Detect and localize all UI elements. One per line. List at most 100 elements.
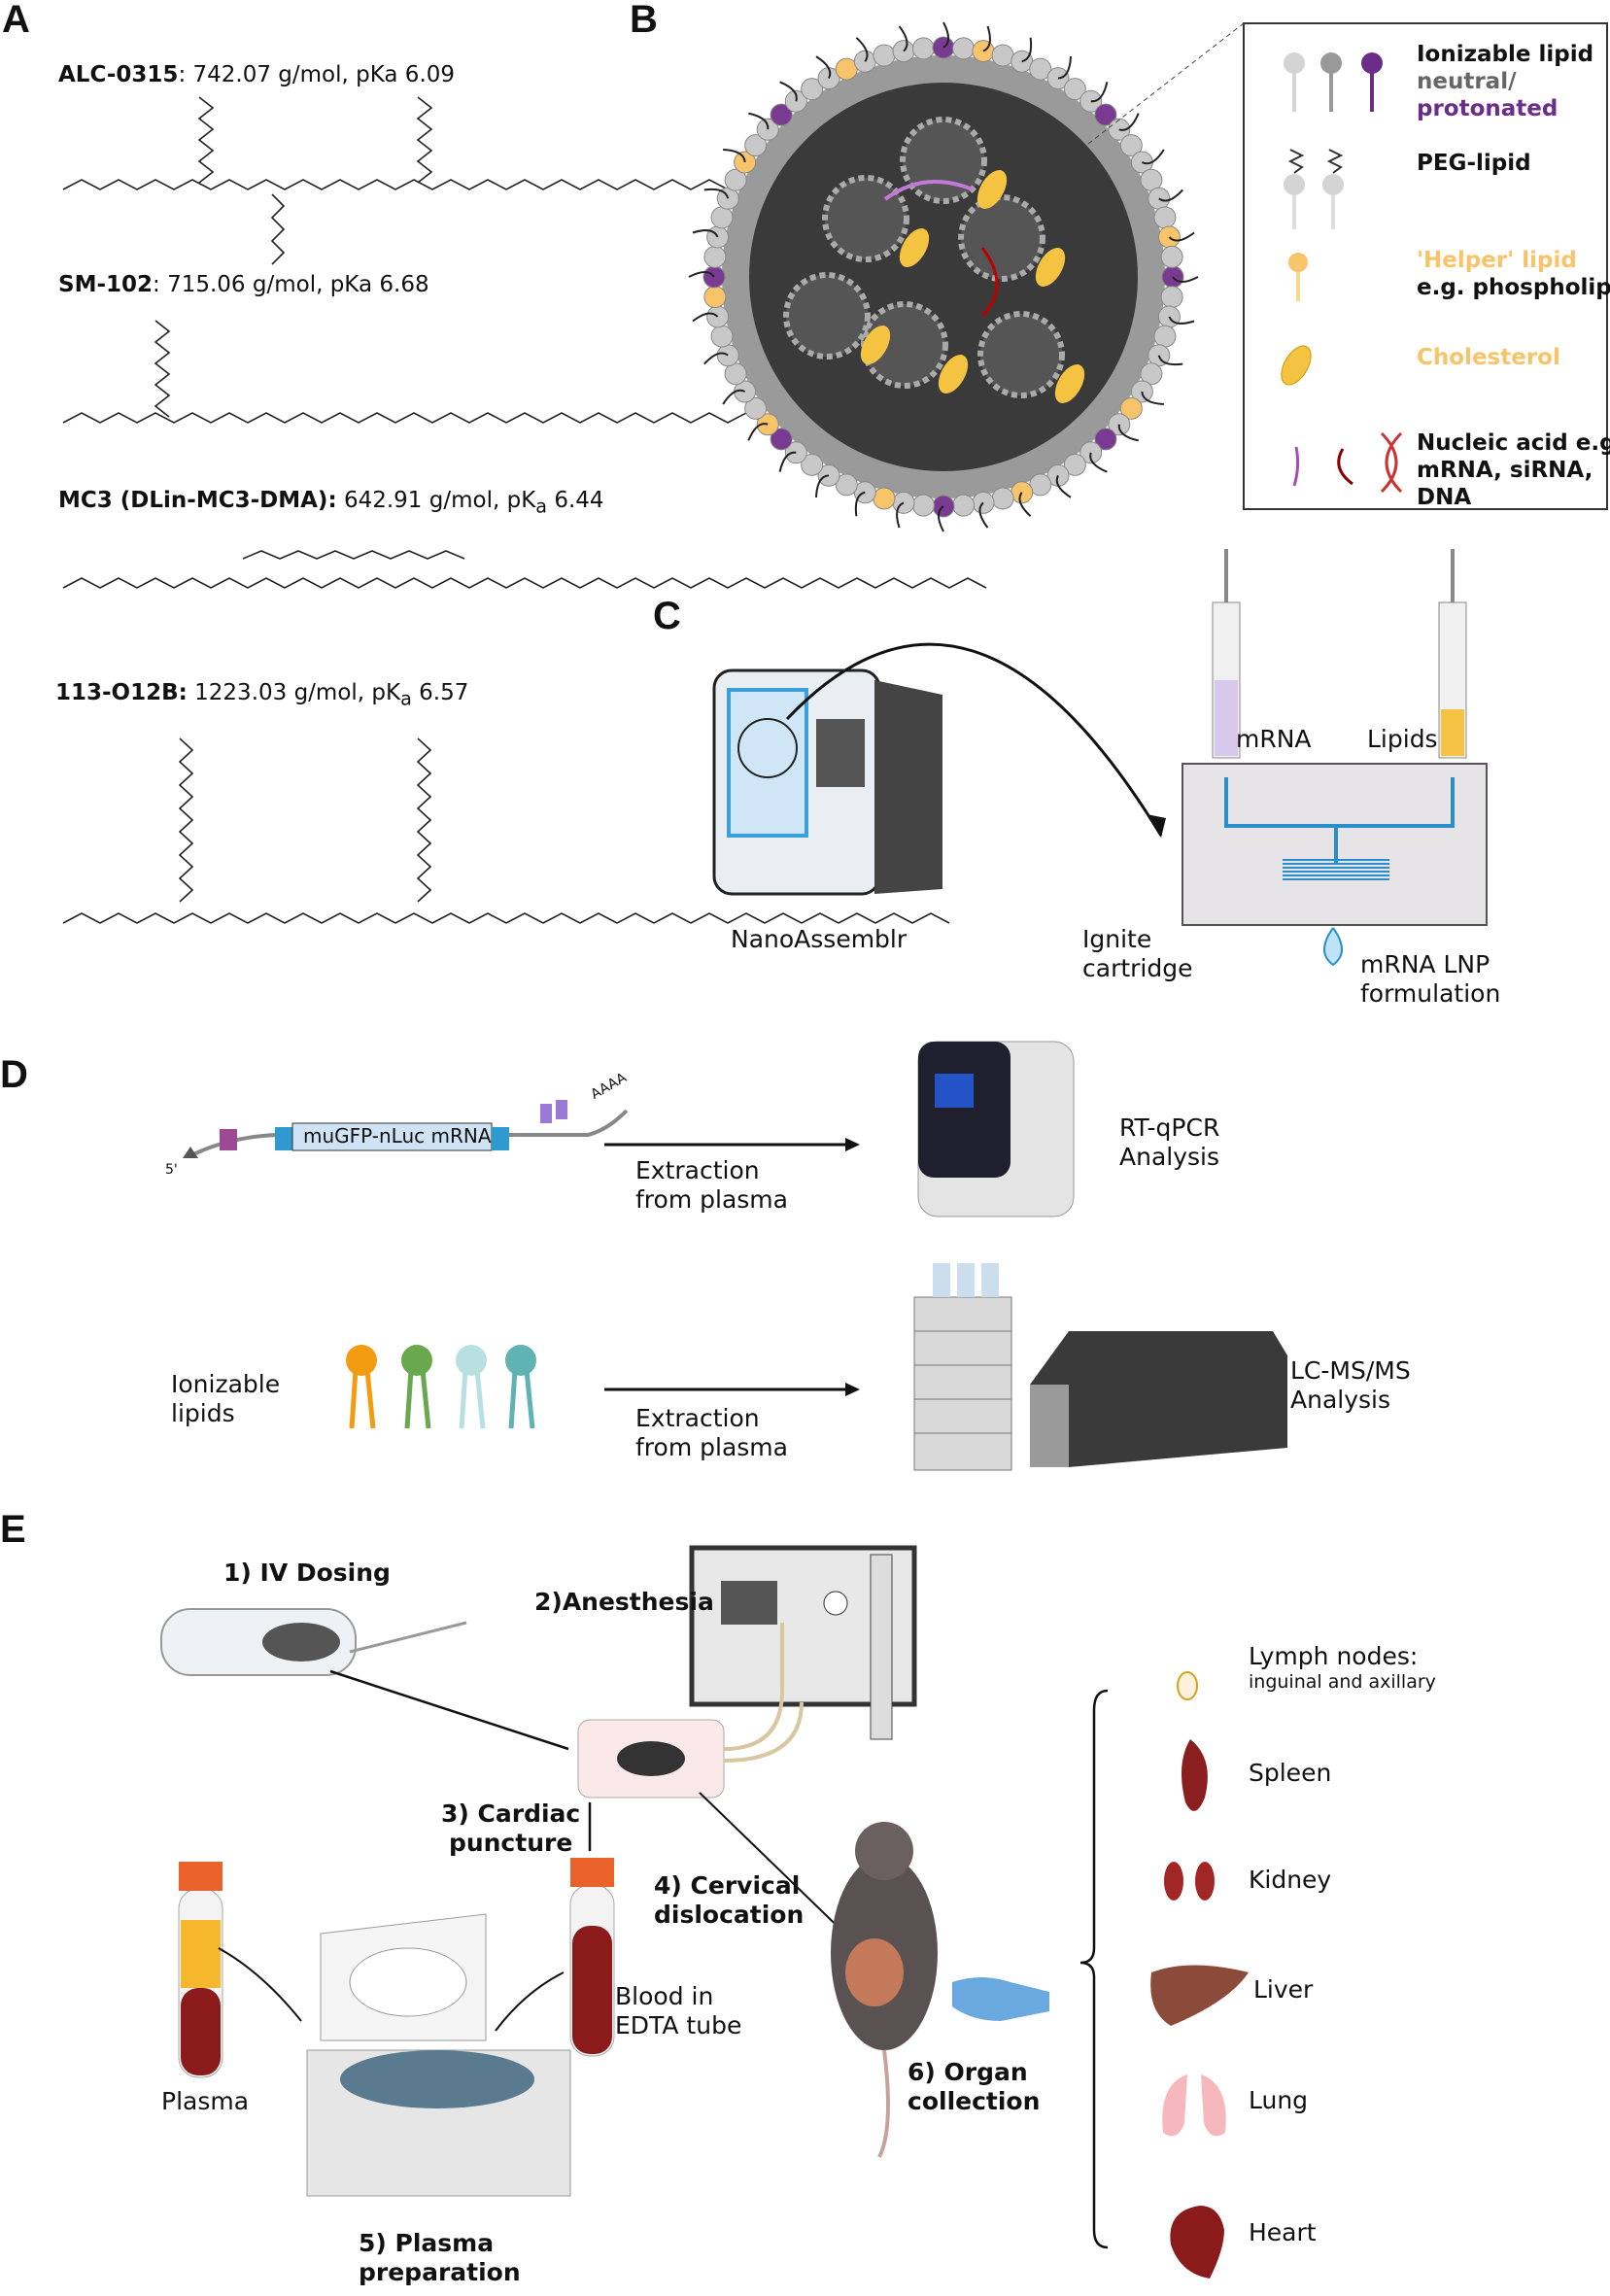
peg-chain (1158, 188, 1183, 202)
organ-heart: Heart (1249, 2218, 1317, 2246)
lipid-head (1063, 78, 1086, 101)
peg-chain (703, 188, 730, 199)
ionizable-lipid-icon (1284, 52, 1305, 74)
peg-chain (1287, 149, 1305, 174)
utr-box (540, 1104, 552, 1123)
lipid-head (991, 44, 1014, 67)
peg-chain (855, 37, 869, 62)
zoom-circle (737, 718, 798, 778)
lipid-head (1119, 134, 1143, 157)
peg-chain (896, 501, 905, 529)
peg-chain (815, 55, 832, 80)
inverted-micelle (958, 194, 1045, 282)
peg-chain (1057, 56, 1072, 80)
lipid-head (703, 286, 727, 309)
extraction-label-2: Extraction from plasma (635, 1404, 788, 1461)
inverted-micelle (977, 311, 1065, 398)
legend-ionizable: Ionizable lipid neutral/ protonated (1417, 41, 1593, 122)
legend-box (1243, 22, 1608, 510)
mouse-in-restrainer (262, 1623, 340, 1662)
qpcr-screen (935, 1074, 974, 1108)
panel-label-b: B (630, 0, 658, 41)
lipid-tail (349, 1369, 359, 1429)
cholesterol-icon (1281, 345, 1312, 386)
compound-name: SM-102 (58, 272, 154, 297)
legend-nucleic-2: mRNA, siRNA, (1417, 458, 1593, 484)
start-box (275, 1127, 292, 1150)
compound-name: 113-O12B: (55, 680, 188, 705)
anesthetized-mouse (617, 1741, 685, 1776)
solvent-bottle (933, 1263, 950, 1297)
panel-label-d: D (0, 1053, 28, 1096)
lipid-tail (420, 1369, 431, 1429)
mouse-head (855, 1822, 913, 1880)
lipid-head (801, 453, 824, 476)
lipid-head (873, 44, 896, 67)
lipid-head (911, 494, 935, 517)
organ-lymph-nodes: Lymph nodes: inguinal and axillary (1249, 1642, 1436, 1694)
mouse-tail (877, 2049, 890, 2158)
peg-chain (1090, 82, 1109, 103)
lipid-tail (459, 1369, 468, 1429)
spleen-icon (1182, 1739, 1208, 1811)
peg-lipid-icon (1284, 174, 1305, 195)
syringe-fluid (1441, 709, 1464, 756)
construct-label: muGFP-nLuc mRNA (303, 1124, 492, 1148)
arrowhead (1147, 814, 1166, 838)
stop-box (492, 1127, 509, 1150)
alc0315-branch (416, 96, 433, 184)
solvent-bottle (981, 1263, 999, 1297)
peg-chain (1018, 492, 1032, 517)
arrowhead (845, 1138, 860, 1151)
mrna-strand (883, 180, 974, 201)
113o12b-backbone (62, 912, 950, 924)
rtqpcr-label: RT-qPCR Analysis (1119, 1114, 1220, 1171)
lipid-head (710, 206, 734, 229)
peg-chain (1055, 474, 1072, 498)
peg-chain (815, 474, 830, 497)
lipid-head (1094, 103, 1117, 126)
legend-helper-sub: e.g. phospholipid (1417, 275, 1610, 301)
lnp-droplet (1323, 927, 1343, 967)
instrument-label: NanoAssemblr (731, 925, 908, 953)
lipid-tail (404, 1369, 414, 1429)
anesthesia-gauge (823, 1591, 848, 1616)
lipid-tail (524, 1369, 535, 1429)
five-prime-cap (183, 1147, 198, 1158)
peg-chain (747, 423, 769, 441)
sirna-icon (1337, 448, 1353, 486)
tube-cap (179, 1862, 223, 1891)
lipid-head (873, 487, 896, 510)
plasma-label: Plasma (161, 2087, 250, 2115)
compound-title-113o12b: 113-O12B: 1223.03 g/mol, pKa 6.57 (55, 680, 468, 710)
compound-title-alc0315: ALC-0315: 742.07 g/mol, pKa 6.09 (58, 62, 455, 87)
legend-neutral: neutral/ (1417, 69, 1517, 95)
legend-nucleic: Nucleic acid e.g. mRNA, siRNA, DNA (1417, 429, 1610, 511)
mrna-label: mRNA (1236, 725, 1312, 753)
step-arrow (699, 1792, 856, 1944)
peg-chain (692, 229, 719, 238)
blood-fill (572, 1926, 612, 2054)
heart-icon (1170, 2206, 1224, 2279)
peg-chain (723, 149, 746, 163)
peg-chain (748, 112, 770, 130)
step-arrow (495, 1971, 565, 2032)
ionizable-lipid-head (505, 1345, 536, 1376)
lipid-head (1153, 206, 1177, 229)
hplc-stack (913, 1296, 1012, 1471)
peg-chain (978, 501, 989, 529)
lipid-tail (364, 1369, 376, 1429)
cholesterol (1054, 364, 1085, 403)
dna-icon (1380, 431, 1403, 494)
peg-chain (778, 451, 797, 472)
compound-name: ALC-0315 (58, 62, 179, 87)
five-prime-label: 5' (165, 1162, 178, 1178)
mouse-organs (845, 1938, 904, 2006)
lipid-tail (474, 1369, 486, 1429)
anesthesia-display (721, 1581, 777, 1625)
organ-spleen: Spleen (1249, 1759, 1332, 1787)
lipid-head (1160, 286, 1183, 309)
lipid-tail (508, 1369, 518, 1429)
lipid-head (952, 494, 976, 517)
